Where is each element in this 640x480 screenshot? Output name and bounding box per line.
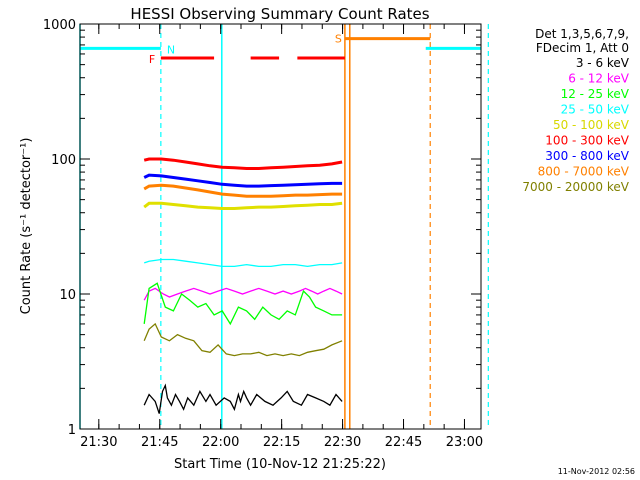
series-line-7 [143,173,343,188]
night-label: N [167,43,175,56]
chart-title: HESSI Observing Summary Count Rates [130,5,429,23]
legend-entry: 300 - 800 keV [545,149,629,163]
x-tick-label: 22:45 [385,435,422,450]
legend-entry: 25 - 50 keV [561,103,630,117]
y-tick-label: 10 [59,288,76,303]
y-axis-label: Count Rate (s⁻¹ detector⁻¹) [19,138,34,315]
x-tick-label: 22:30 [324,435,361,450]
plot-frame [79,23,482,430]
series-line-8 [143,183,343,198]
legend-header-line-1: Det 1,3,5,6,7,9, [535,27,629,41]
series-layer [143,157,343,414]
y-tick-label: 100 [51,153,76,168]
y-tick-label: 1 [68,423,76,438]
legend-entry: 800 - 7000 keV [538,165,630,179]
legend-entry: 3 - 6 keV [576,56,630,70]
y-tick-label: 1000 [43,18,76,33]
series-line-5 [143,201,343,210]
x-tick-label: 21:45 [141,435,178,450]
x-tick-label: 22:00 [202,435,239,450]
series-line-2 [143,287,343,301]
x-tick-label: 22:15 [263,435,300,450]
legend-entry: 100 - 300 keV [545,134,629,148]
saa-label: S [335,33,342,46]
footer-timestamp: 11-Nov-2012 02:56 [558,467,635,476]
x-tick-label: 21:30 [80,435,117,450]
series-line-3 [143,282,343,326]
flare-label: F [149,53,155,66]
legend-header-line-2: FDecim 1, Att 0 [536,41,629,55]
series-line-9 [143,322,343,357]
legend-entry: 7000 - 20000 keV [522,180,629,194]
x-axis-label: Start Time (10-Nov-12 21:25:22) [174,457,386,472]
x-tick-label: 23:00 [446,435,483,450]
axes-layer: 1 10 100 1000 21:30 21:45 22:00 22:15 22:30 22:45… [43,18,483,450]
legend-entry: 12 - 25 keV [561,87,630,101]
legend-entry: 6 - 12 keV [568,72,630,86]
legend: Det 1,3,5,6,7,9, FDecim 1, Att 0 3 - 6 k… [522,27,629,194]
series-line-1 [143,383,343,414]
series-line-6 [143,157,343,170]
series-line-4 [143,258,343,268]
marker-layer: N S F [79,24,489,429]
legend-entry: 50 - 100 keV [553,118,630,132]
